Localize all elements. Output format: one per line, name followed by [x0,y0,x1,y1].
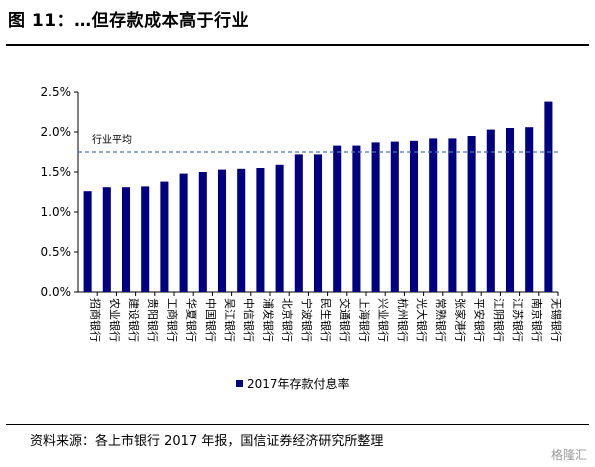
category-label: 江阴银行 [492,298,506,342]
y-tick-label: 1.5% [41,165,72,179]
bar [275,164,284,292]
bar [256,168,265,292]
category-label: 吴江银行 [223,298,237,342]
bar [409,140,419,292]
category-label: 南京银行 [530,298,544,342]
bar [544,101,553,292]
bar [448,138,457,292]
bar [160,181,169,292]
category-label: 中国银行 [204,298,218,342]
bars [83,101,559,296]
reference-line-group: 行业平均 [78,133,558,153]
bar [294,154,303,292]
bar [390,141,399,292]
bar [467,136,476,292]
bar [313,154,323,292]
category-label: 平安银行 [473,298,487,342]
category-label: 光大银行 [415,298,429,342]
bar [102,187,111,292]
y-axis: 0.0% 0.5% 1.0% 1.5% 2.0% 2.5% [41,85,558,299]
bar [429,138,438,292]
y-tick-label: 2.0% [41,125,72,139]
bar [198,172,207,292]
category-label: 兴业银行 [377,298,391,342]
bar [505,128,515,292]
bar-chart: 0.0% 0.5% 1.0% 1.5% 2.0% 2.5% 招商银行 农业银行 建设银行 贵阳银… [41,85,564,391]
category-label: 张家港行 [453,298,467,342]
bar [371,142,380,292]
category-label: 杭州银行 [396,298,410,342]
bar [333,145,342,292]
bar [179,173,188,292]
figure-title: 图 11：…但存款成本高于行业 [8,11,250,31]
category-label: 中信银行 [242,298,256,342]
category-label: 浦发银行 [261,298,275,342]
category-label: 江苏银行 [511,298,525,342]
y-tick-label: 2.5% [41,85,72,99]
y-tick-label: 1.0% [41,205,72,219]
category-label: 交通银行 [338,298,352,342]
category-label: 农业银行 [108,298,122,342]
category-label: 贵阳银行 [146,298,160,342]
bar [352,145,361,292]
bar [237,168,246,292]
bar [83,191,92,292]
legend-swatch [236,380,243,387]
category-label: 工商银行 [165,298,179,342]
legend: 2017年存款付息率 [236,376,350,391]
category-label: 无锡银行 [549,298,563,342]
y-tick-label: 0.0% [41,285,72,299]
bar [121,187,131,292]
category-label: 民生银行 [319,298,333,342]
category-label: 建设银行 [127,298,141,342]
category-label: 常熟银行 [434,298,448,342]
category-label: 华夏银行 [185,298,199,342]
title-divider [6,44,589,46]
bar [525,127,534,292]
x-axis-labels: 招商银行 农业银行 建设银行 贵阳银行 工商银行 华夏银行 中国银行 吴江银行 中信银行 浦发银行… [89,298,564,342]
category-label: 招商银行 [89,298,103,342]
source-note: 资料来源：各上市银行 2017 年报，国信证券经济研究所整理 [30,434,384,449]
bar [217,169,227,292]
category-label: 宁波银行 [300,298,314,342]
bar [141,186,150,292]
watermark: 格隆汇 [550,448,587,462]
y-tick-label: 0.5% [41,245,72,259]
industry-average-label: 行业平均 [92,133,132,146]
category-label: 北京银行 [281,298,295,342]
legend-label: 2017年存款付息率 [247,376,350,391]
category-label: 上海银行 [357,298,371,342]
bar [486,129,495,292]
source-divider [6,424,589,425]
